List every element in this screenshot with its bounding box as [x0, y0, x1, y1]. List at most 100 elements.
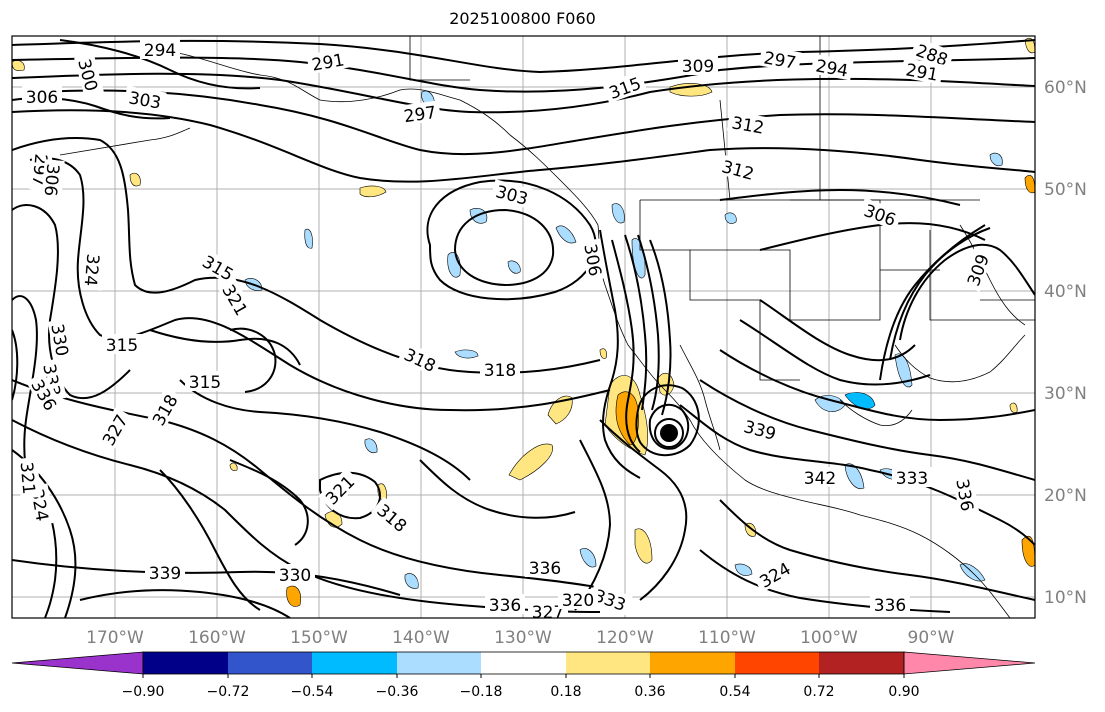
contour-label: 306: [40, 163, 63, 197]
contour-label-bg: [140, 39, 180, 59]
contour-label-bg: [952, 473, 980, 517]
colorbar-segment: [312, 652, 397, 674]
contour-label-bg: [318, 468, 361, 511]
colorbar-tick-label: 0.18: [550, 684, 581, 700]
contour-line: [739, 319, 931, 386]
lat-tick-label: 40°N: [1044, 282, 1087, 302]
contour-label: 320: [562, 591, 594, 611]
shaded-patch: [508, 443, 553, 481]
shaded-patch: [724, 212, 737, 224]
lon-tick-label: 90°W: [908, 628, 955, 648]
contour-line: [624, 234, 648, 411]
contour-label: 324: [80, 253, 103, 287]
contour-label-bg: [588, 582, 633, 616]
contour-label-bg: [123, 85, 167, 113]
lat-tick-label: 60°N: [1044, 78, 1087, 98]
shaded-patch: [1021, 536, 1035, 567]
contour-line: [719, 188, 961, 206]
contour-line: [635, 384, 700, 457]
contour-label: 315: [106, 336, 138, 356]
contour-line: [679, 404, 1035, 546]
contour-label-bg: [490, 179, 535, 209]
contour-label: 309: [682, 57, 714, 77]
shaded-patch: [1024, 174, 1035, 194]
coastline-path: [597, 224, 861, 516]
contour-line: [649, 239, 672, 416]
contour-label-bg: [726, 110, 770, 138]
coastline-path: [159, 49, 599, 226]
shaded-patch: [1009, 402, 1018, 413]
contour-line: [759, 222, 986, 251]
colorbar-segment: [650, 652, 735, 674]
contour-line: [12, 329, 19, 401]
contour-line: [453, 208, 555, 287]
contour-label-bg: [738, 414, 783, 444]
cyclone-center: [654, 418, 684, 448]
gridlines: [12, 36, 1035, 618]
lon-tick-label: 130°W: [494, 628, 552, 648]
contour-label-bg: [525, 557, 565, 577]
contour-line: [719, 499, 1035, 601]
shaded-patch: [844, 392, 876, 410]
contour-label-bg: [185, 371, 225, 391]
shaded-patch: [844, 463, 865, 490]
contour-label-bg: [900, 57, 944, 85]
shaded-patch: [364, 438, 378, 453]
chart-title: 2025100800 F060: [449, 9, 596, 28]
coastline-path: [959, 224, 1026, 326]
contour-line: [179, 379, 471, 481]
coastline-path: [894, 334, 1026, 383]
contour-label-bg: [196, 248, 241, 286]
contour-label-bg: [41, 159, 65, 201]
coastline-path: [929, 230, 1035, 321]
colorbar-tick-label: −0.54: [291, 684, 334, 700]
cyclone-dot: [660, 424, 678, 442]
contour-label-bg: [480, 359, 520, 379]
shaded-patch: [989, 152, 1003, 167]
contour-line: [899, 243, 1035, 341]
contour-label-bg: [217, 277, 255, 322]
contour-label: 342: [804, 469, 836, 489]
contour-label-bg: [74, 52, 104, 97]
lon-tick-label: 160°W: [188, 628, 246, 648]
contour-label-bg: [800, 467, 840, 487]
lon-tick-label: 150°W: [290, 628, 348, 648]
contour-line: [719, 349, 1035, 422]
contour-label-bg: [716, 154, 761, 184]
lon-tick-label: 100°W: [800, 628, 858, 648]
contour-line: [879, 224, 986, 381]
lat-tick-label: 20°N: [1044, 486, 1087, 506]
colorbar-segment: [566, 652, 650, 674]
contour-label: 333: [896, 469, 928, 489]
contour-line: [12, 109, 1035, 183]
contour-label-bg: [370, 496, 415, 538]
lon-tick-label: 140°W: [392, 628, 450, 648]
colorbar-extend-low: [11, 651, 144, 675]
colorbar-tick-label: 0.72: [803, 684, 834, 700]
coastline-path: [639, 200, 800, 381]
coastline-path: [59, 127, 191, 156]
colorbar-tick-label: −0.36: [376, 684, 419, 700]
contour-line: [419, 459, 576, 519]
shaded-patch: [611, 203, 625, 224]
shaded-patch: [454, 349, 479, 359]
colorbar-segment: [397, 652, 481, 674]
contour-line: [599, 229, 641, 479]
shaded-patch: [579, 548, 597, 568]
contour-line: [611, 239, 641, 453]
contour-line: [229, 459, 309, 546]
contour-label: 294: [144, 41, 176, 61]
shaded-patch: [599, 348, 607, 359]
contour-label-bg: [47, 318, 75, 362]
colorbar-segment: [481, 652, 566, 674]
contour-line: [12, 39, 1035, 74]
coastline-path: [679, 344, 721, 451]
shaded-patch: [507, 260, 521, 274]
contour-label-bg: [398, 341, 443, 377]
contour-label: 336: [874, 596, 906, 616]
contour-line: [12, 137, 601, 374]
lat-tick-label: 50°N: [1044, 180, 1087, 200]
contour-label-bg: [398, 100, 442, 126]
